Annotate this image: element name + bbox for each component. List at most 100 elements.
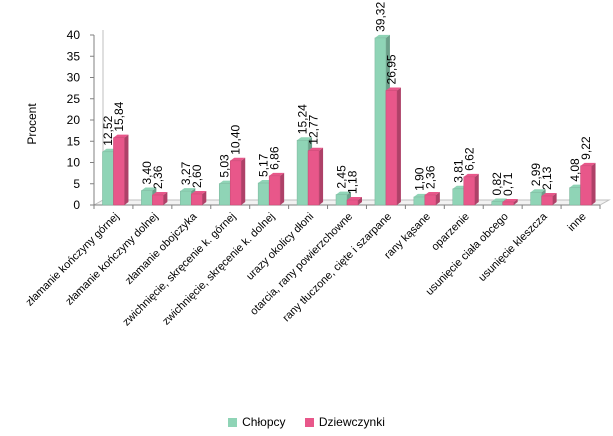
bar-side-dziewczynki [241, 157, 246, 205]
bar-dziewczynki [463, 176, 476, 206]
bar-dziewczynki [113, 137, 125, 206]
legend-label-chlopcy: Chłopcy [242, 415, 286, 429]
category-label: usunięcie kleszcza [476, 210, 550, 284]
bar-top-dziewczynki [230, 157, 246, 161]
bar-side-dziewczynki [591, 162, 596, 205]
bar-chlopcy [141, 190, 153, 206]
value-label-chlopcy: 2,99 [529, 163, 543, 187]
bar-side-dziewczynki [280, 172, 285, 205]
value-label-dziewczynki: 26,95 [384, 54, 398, 84]
bar-top-dziewczynki [347, 196, 362, 200]
bar-chlopcy [452, 188, 465, 206]
bar-chlopcy [413, 196, 426, 206]
value-label-chlopcy: 39,32 [373, 2, 387, 32]
bar-side-dziewczynki [202, 190, 207, 205]
value-label-dziewczynki: 2,13 [540, 166, 554, 190]
bar-chlopcy [257, 182, 270, 206]
value-label-dziewczynki: 2,60 [190, 164, 204, 188]
bar-top-dziewczynki [502, 198, 518, 202]
bar-top-dziewczynki [385, 87, 401, 91]
bar-dziewczynki [385, 90, 398, 206]
legend-item-dziewczynki: Dziewczynki [304, 415, 385, 429]
bar-side-dziewczynki [163, 191, 168, 205]
bar-dziewczynki [424, 194, 437, 206]
value-label-chlopcy: 3,81 [451, 159, 465, 183]
category-label: złamanie obojczyka [123, 210, 200, 287]
bar-chlopcy [296, 139, 309, 206]
value-label-chlopcy: 2,45 [335, 165, 349, 189]
value-label-dziewczynki: 15,84 [112, 101, 126, 131]
bar-top-dziewczynki [269, 172, 285, 176]
value-label-dziewczynki: 2,36 [151, 165, 165, 189]
value-label-chlopcy: 15,24 [296, 104, 310, 134]
value-label-dziewczynki: 2,36 [423, 165, 437, 189]
bar-top-chlopcy [141, 187, 157, 191]
bar-top-chlopcy [491, 198, 507, 202]
y-tick-label: 15 [67, 134, 81, 148]
bar-top-chlopcy [297, 137, 313, 141]
y-tick-label: 5 [73, 177, 80, 191]
bar-top-dziewczynki [308, 147, 324, 151]
value-label-chlopcy: 12,52 [101, 115, 115, 145]
value-label-chlopcy: 5,17 [257, 153, 271, 177]
bar-top-dziewczynki [424, 191, 440, 195]
bar-dziewczynki [152, 194, 164, 206]
bar-side-dziewczynki [435, 191, 440, 205]
value-label-dziewczynki: 9,22 [579, 136, 593, 160]
value-label-chlopcy: 0,82 [490, 172, 504, 196]
bar-top-chlopcy [374, 34, 390, 38]
y-tick-label: 30 [67, 71, 81, 85]
y-tick-label: 20 [67, 113, 81, 127]
y-axis-label: Procent [25, 103, 39, 145]
legend-item-chlopcy: Chłopcy [228, 415, 286, 429]
bar-chlopcy [491, 201, 503, 206]
category-label: inne [565, 211, 588, 234]
bar-dziewczynki [191, 193, 203, 206]
bar-top-chlopcy [180, 188, 196, 192]
value-label-chlopcy: 3,40 [140, 161, 154, 185]
value-label-dziewczynki: 12,77 [307, 114, 321, 144]
legend-swatch-dziewczynki [304, 417, 314, 427]
y-tick-label: 25 [67, 92, 81, 106]
bar-top-chlopcy [336, 191, 351, 195]
value-label-dziewczynki: 6,86 [268, 146, 282, 170]
legend-label-dziewczynki: Dziewczynki [318, 415, 385, 429]
bar-top-chlopcy [530, 189, 546, 193]
value-label-dziewczynki: 6,62 [462, 147, 476, 171]
value-label-dziewczynki: 0,71 [501, 172, 515, 196]
category-label: urazy okolicy dłoni [244, 211, 316, 283]
bar-chlopcy [102, 151, 114, 206]
bar-side-dziewczynki [513, 198, 518, 205]
bar-dziewczynki [307, 150, 320, 206]
bar-chlopcy [180, 190, 192, 206]
value-label-chlopcy: 4,08 [568, 158, 582, 182]
bar-dziewczynki [502, 201, 514, 206]
y-tick-label: 0 [73, 198, 80, 212]
bar-dziewczynki [268, 175, 281, 206]
bar-side-dziewczynki [358, 196, 362, 205]
legend-swatch-chlopcy [228, 417, 238, 427]
y-tick-label: 10 [67, 156, 81, 170]
chart-bars [102, 34, 596, 206]
value-label-chlopcy: 3,27 [179, 161, 193, 185]
chart-legend: Chłopcy Dziewczynki [0, 415, 613, 430]
y-tick-label: 35 [67, 49, 81, 63]
bar-chlopcy [569, 187, 581, 206]
bar-side-dziewczynki [474, 173, 479, 205]
value-label-dziewczynki: 1,18 [346, 170, 360, 194]
bar-side-dziewczynki [319, 147, 324, 205]
bar-side-dziewczynki [396, 87, 401, 205]
y-tick-label: 40 [67, 28, 81, 42]
bar-top-dziewczynki [152, 191, 168, 195]
value-label-chlopcy: 5,03 [218, 154, 232, 178]
bar-dziewczynki [229, 160, 242, 206]
bar-top-dziewczynki [191, 190, 207, 194]
bar-chlopcy [218, 183, 231, 206]
bar-chlopcy [335, 194, 348, 206]
bar-side-dziewczynki [552, 192, 557, 205]
bar-top-dziewczynki [541, 192, 557, 196]
value-label-chlopcy: 1,90 [412, 167, 426, 191]
